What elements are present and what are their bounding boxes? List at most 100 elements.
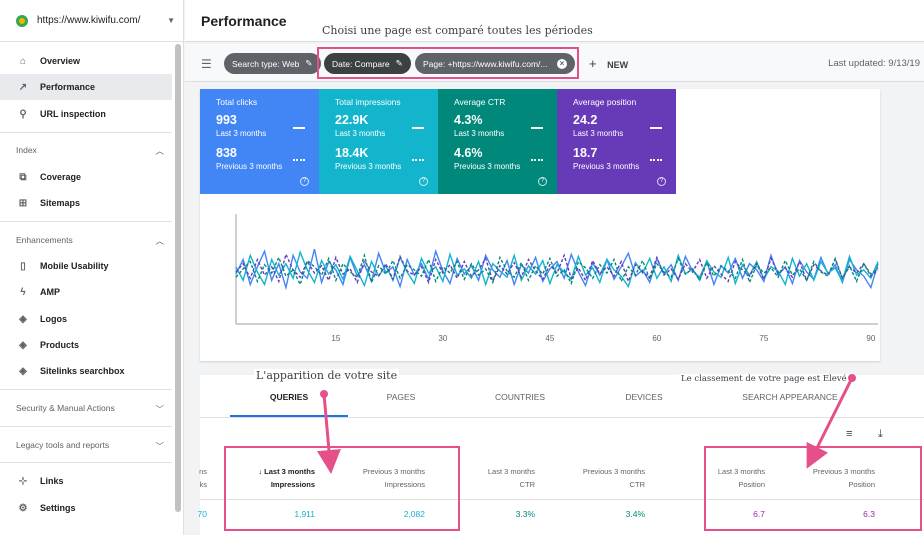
close-icon[interactable]: × — [557, 58, 567, 69]
divider — [200, 499, 924, 500]
sidebar-item-settings[interactable]: ⚙ Settings — [0, 495, 172, 521]
performance-card: Total clicks 993 Last 3 months 838 Previous … — [200, 89, 880, 361]
filter-chip-search-type[interactable]: Search type: Web ✎ — [224, 53, 321, 74]
pencil-icon[interactable]: ✎ — [305, 58, 313, 68]
sidebar-item-label: Products — [40, 340, 80, 350]
search-icon: ⚲ — [19, 108, 27, 120]
property-selector[interactable]: https://www.kiwifu.com/ ▼ — [0, 0, 183, 42]
sidebar-item-mobile-usability[interactable]: ▯ Mobile Usability — [0, 253, 172, 279]
sidebar-item-label: URL inspection — [40, 109, 106, 119]
sidebar-item-products[interactable]: ◈ Products — [0, 332, 172, 358]
divider — [0, 426, 172, 427]
property-url: https://www.kiwifu.com/ — [37, 15, 141, 26]
annotation-highlight-filters — [317, 47, 579, 79]
column-period: Last 3 months — [717, 467, 765, 476]
chevron-up-icon[interactable]: ︿ — [155, 146, 164, 156]
column-header[interactable]: ↓ Last 3 months Impressions — [210, 465, 315, 491]
sidebar-item-links[interactable]: ⊹ Links — [0, 468, 172, 494]
sidebar-item-url-inspection[interactable]: ⚲ URL inspection — [0, 101, 172, 127]
section-security-label: Security & Manual Actions — [16, 403, 115, 413]
download-icon[interactable]: ⤓ — [878, 428, 883, 440]
column-metric: CTR — [519, 480, 535, 489]
column-metric: CTR — [629, 480, 645, 489]
chevron-down-icon[interactable]: ﹀ — [155, 404, 164, 414]
metric-prev-value: 838 — [216, 146, 237, 160]
tab-pages[interactable]: PAGES — [386, 392, 416, 402]
column-header[interactable]: Last 3 months Position — [660, 465, 765, 491]
links-icon: ⊹ — [18, 475, 28, 487]
sidebar-item-sitelinks-searchbox[interactable]: ◈ Sitelinks searchbox — [0, 358, 172, 384]
sidebar-item-amp[interactable]: ϟ AMP — [0, 279, 172, 305]
x-tick-label: 60 — [652, 334, 661, 343]
filter-chip-date[interactable]: Date: Compare ✎ — [324, 53, 411, 74]
chevron-down-icon[interactable]: ﹀ — [155, 441, 164, 451]
new-label: NEW — [607, 60, 629, 70]
caret-down-icon[interactable]: ▼ — [167, 16, 175, 25]
help-icon[interactable]: ? — [538, 177, 547, 186]
table-cell-partial: 70 — [197, 509, 207, 519]
section-legacy-label: Legacy tools and reports — [16, 440, 110, 450]
layers-icon: ◈ — [19, 365, 27, 377]
filter-bar: ☰ Search type: Web ✎ Date: Compare ✎ Pag… — [185, 44, 924, 82]
header: Performance — [185, 0, 924, 42]
annotation-ranking: Le classement de votre page est Elevé — [679, 374, 849, 384]
tab-devices[interactable]: DEVICES — [625, 392, 663, 402]
tab-countries[interactable]: COUNTRIES — [494, 392, 546, 402]
annotation-highlight-position — [704, 446, 922, 531]
column-header[interactable]: Previous 3 months Position — [770, 465, 875, 491]
section-enhancements-label: Enhancements — [16, 235, 73, 245]
bolt-icon: ϟ — [20, 286, 26, 298]
section-legacy[interactable]: Legacy tools and reports ﹀ — [16, 440, 164, 452]
divider — [0, 462, 172, 463]
tab-search-appearance[interactable]: SEARCH APPEARANCE — [742, 392, 838, 402]
metric-card[interactable]: Average CTR 4.3% Last 3 months 4.6% Previous… — [438, 89, 557, 194]
chip-label: Search type: Web — [232, 58, 300, 69]
dashed-line-legend — [650, 159, 662, 161]
new-filter-button[interactable]: + NEW — [589, 56, 628, 71]
metric-prev-label: Previous 3 months — [216, 162, 283, 171]
pencil-icon[interactable]: ✎ — [395, 58, 403, 68]
filter-icon[interactable]: ☰ — [201, 57, 212, 71]
x-tick-label: 30 — [438, 334, 447, 343]
metric-card[interactable]: Total clicks 993 Last 3 months 838 Previous … — [200, 89, 319, 194]
help-icon[interactable]: ? — [419, 177, 428, 186]
help-icon[interactable]: ? — [657, 177, 666, 186]
sitemap-icon: ⊞ — [18, 197, 28, 209]
filter-chip-page[interactable]: Page: +https://www.kiwifu.com/... × — [415, 53, 575, 74]
sidebar-item-overview[interactable]: ⌂ Overview — [0, 48, 172, 74]
divider — [0, 389, 172, 390]
help-icon[interactable]: ? — [300, 177, 309, 186]
solid-line-legend — [412, 127, 424, 129]
column-period: Previous 3 months — [582, 467, 645, 476]
table-cell: 6.3 — [863, 509, 875, 519]
sidebar-item-sitemaps[interactable]: ⊞ Sitemaps — [0, 190, 172, 216]
x-tick-label: 45 — [545, 334, 554, 343]
column-metric: Impressions — [384, 480, 425, 489]
chart-series-line-2 — [235, 252, 879, 285]
section-index[interactable]: Index ︿ — [16, 145, 164, 157]
solid-line-legend — [650, 127, 662, 129]
sidebar-item-performance[interactable]: ↗ Performance — [0, 74, 172, 100]
column-header[interactable]: Last 3 months CTR — [430, 465, 535, 491]
home-icon: ⌂ — [19, 55, 27, 67]
column-period: Previous 3 months — [812, 467, 875, 476]
chart-series-line-3 — [235, 252, 879, 287]
sidebar-scrollbar[interactable] — [175, 44, 181, 512]
metric-card[interactable]: Average position 24.2 Last 3 months 18.7 Pre… — [557, 89, 676, 194]
metric-card[interactable]: Total impressions 22.9K Last 3 months 18.4K… — [319, 89, 438, 194]
sort-arrow-icon[interactable]: ↓ — [258, 467, 265, 476]
chevron-up-icon[interactable]: ︿ — [155, 236, 164, 246]
column-header[interactable]: Previous 3 months Impressions — [320, 465, 425, 491]
column-header[interactable]: Previous 3 months CTR — [540, 465, 645, 491]
sidebar-item-coverage[interactable]: ⧉ Coverage — [0, 164, 172, 190]
divider — [0, 221, 172, 222]
sidebar-item-label: Mobile Usability — [40, 261, 109, 271]
filter-rows-icon[interactable]: ≡ — [846, 428, 853, 440]
annotation-highlight-impressions — [224, 446, 460, 531]
tab-queries[interactable]: QUERIES — [269, 392, 309, 402]
section-security[interactable]: Security & Manual Actions ﹀ — [16, 403, 164, 415]
metric-prev-value: 4.6% — [454, 146, 483, 160]
table-cell: 3.3% — [515, 509, 535, 519]
section-enhancements[interactable]: Enhancements ︿ — [16, 235, 164, 247]
sidebar-item-logos[interactable]: ◈ Logos — [0, 306, 172, 332]
